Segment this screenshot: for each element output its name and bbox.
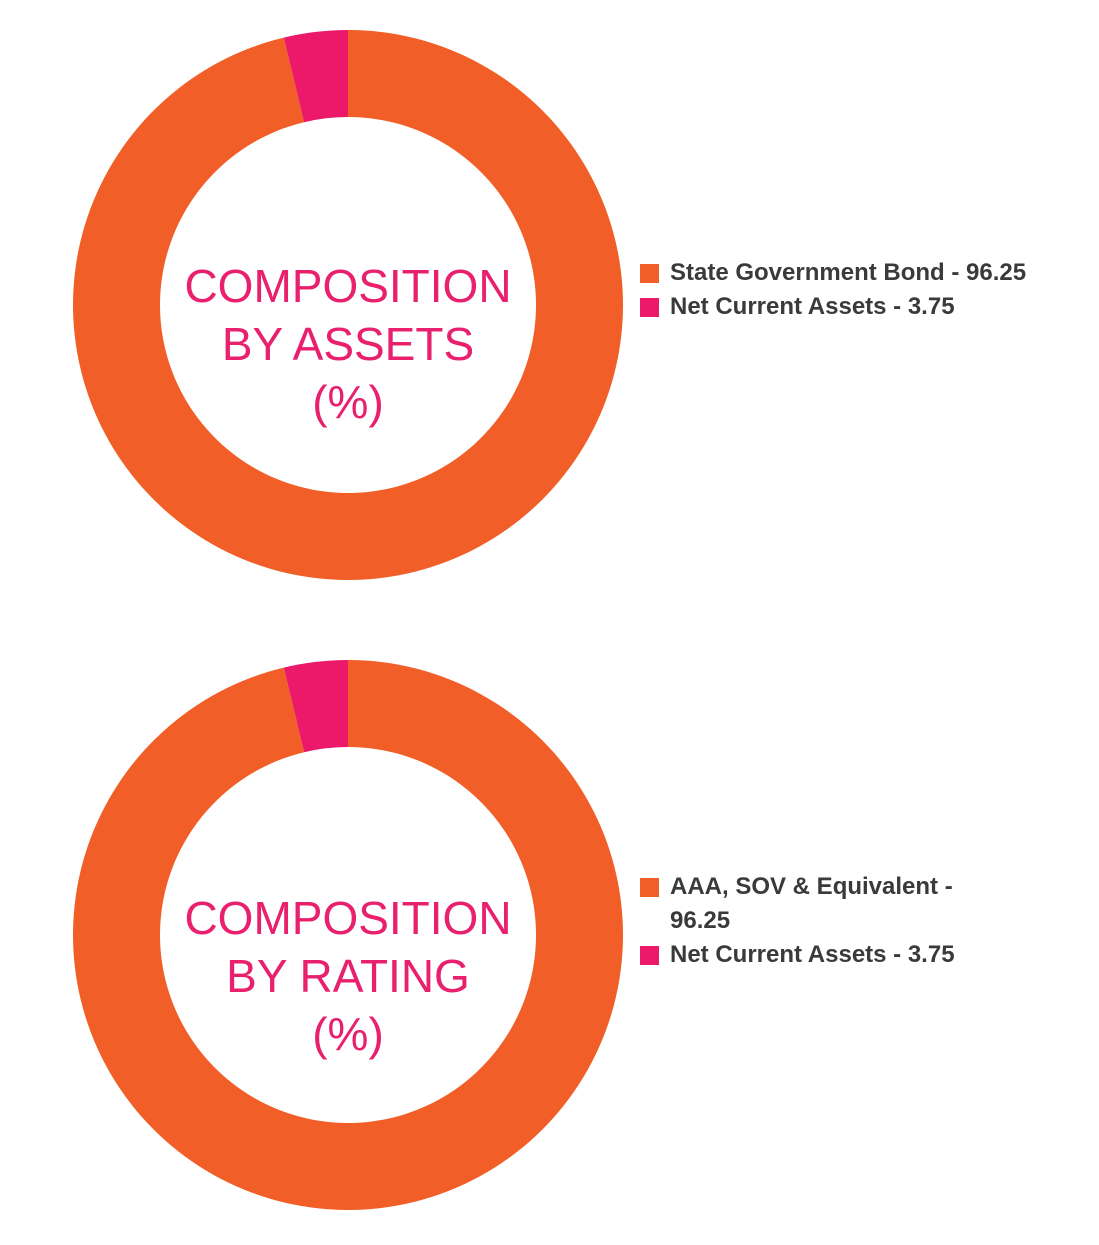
legend-item-net-current-assets: Net Current Assets - 3.75 xyxy=(640,938,990,972)
donut-slice-net-current-assets xyxy=(283,660,348,753)
assets-title-line-3: (%) xyxy=(312,376,384,428)
legend-label: AAA, SOV & Equivalent - 96.25 xyxy=(670,873,953,934)
rating-legend: AAA, SOV & Equivalent - 96.25 Net Curren… xyxy=(640,870,990,972)
donut-slice-net-current-assets xyxy=(283,30,348,123)
legend-item-aaa-sov-equivalent: AAA, SOV & Equivalent - 96.25 xyxy=(640,870,990,938)
legend-swatch xyxy=(640,298,659,317)
assets-title-line-1: COMPOSITION xyxy=(184,260,512,312)
donut-slice-state-government-bond xyxy=(73,30,623,580)
legend-swatch xyxy=(640,264,659,283)
rating-title-line-2: BY RATING xyxy=(226,950,470,1002)
rating-title-line-1: COMPOSITION xyxy=(184,892,512,944)
rating-donut-svg xyxy=(73,660,623,1210)
legend-swatch xyxy=(640,946,659,965)
legend-label: State Government Bond - 96.25 xyxy=(670,259,1027,286)
assets-donut-svg xyxy=(73,30,623,580)
legend-item-state-government-bond: State Government Bond - 96.25 xyxy=(640,256,1080,290)
assets-chart-title: COMPOSITION BY ASSETS (%) xyxy=(148,257,548,431)
legend-swatch xyxy=(640,878,659,897)
rating-chart-title: COMPOSITION BY RATING (%) xyxy=(148,889,548,1063)
assets-title-line-2: BY ASSETS xyxy=(221,318,475,370)
legend-item-net-current-assets: Net Current Assets - 3.75 xyxy=(640,290,1080,324)
assets-donut-chart: COMPOSITION BY ASSETS (%) State Governme… xyxy=(0,0,1099,600)
donut-slice-aaa-sov-equivalent xyxy=(73,660,623,1210)
legend-label: Net Current Assets - 3.75 xyxy=(670,941,955,968)
rating-title-line-3: (%) xyxy=(312,1008,384,1060)
rating-donut-chart: COMPOSITION BY RATING (%) AAA, SOV & Equ… xyxy=(0,630,1099,1230)
assets-legend: State Government Bond - 96.25 Net Curren… xyxy=(640,256,1080,324)
legend-label: Net Current Assets - 3.75 xyxy=(670,293,955,320)
